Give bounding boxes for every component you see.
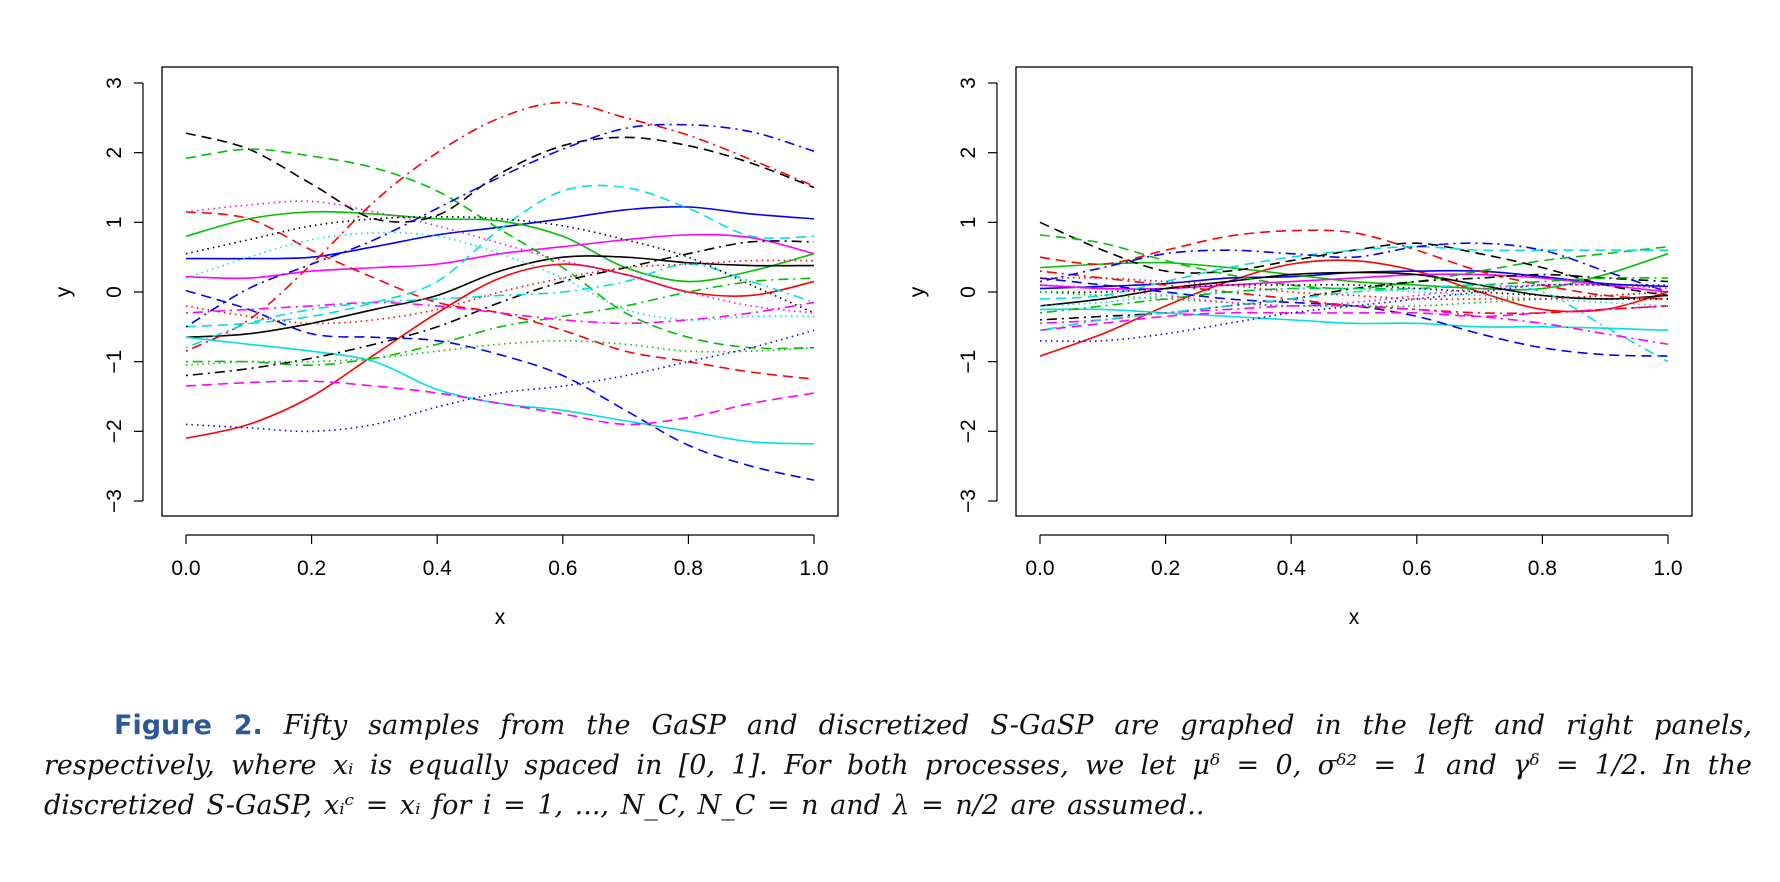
series-line-21 <box>1039 291 1669 307</box>
y-tick-label: −2 <box>957 419 980 443</box>
y-tick-label: −1 <box>957 350 980 374</box>
y-axis-label: y <box>906 286 929 297</box>
series-line-20 <box>185 329 815 433</box>
series-line-6 <box>1039 308 1669 332</box>
y-axis-label: y <box>52 286 75 297</box>
series-line-17 <box>1039 304 1669 346</box>
figure-label: Figure 2. <box>114 710 263 741</box>
y-tick-label: 2 <box>103 147 126 159</box>
x-tick-label: 0.4 <box>423 557 453 580</box>
x-axis-label: x <box>495 606 506 629</box>
y-tick-label: 0 <box>957 286 980 298</box>
series-line-19 <box>1039 283 1669 301</box>
x-tick-label: 1.0 <box>1653 557 1682 580</box>
series-line-24 <box>1039 277 1669 301</box>
y-tick-label: 3 <box>103 77 126 89</box>
series-line-10 <box>185 148 815 350</box>
series-line-23 <box>1039 287 1669 307</box>
x-tick-label: 0.6 <box>548 557 577 580</box>
series-line-18 <box>1039 284 1669 363</box>
series-line-9 <box>185 211 815 380</box>
y-tick-label: 2 <box>957 147 980 159</box>
series-line-21 <box>185 339 815 366</box>
x-tick-label: 0.0 <box>171 557 200 580</box>
x-tick-label: 0.2 <box>1151 557 1180 580</box>
series-line-12 <box>1039 245 1668 300</box>
series-line-18 <box>185 263 815 349</box>
x-tick-label: 0.0 <box>1025 557 1054 580</box>
series-line-19 <box>185 215 815 314</box>
x-tick-label: 0.2 <box>297 557 326 580</box>
series-line-22 <box>1039 283 1669 307</box>
y-tick-label: 3 <box>957 77 980 89</box>
y-tick-label: −3 <box>103 489 126 513</box>
caption-text: Fifty samples from the GaSP and discreti… <box>44 710 1752 821</box>
series-line-1 <box>185 263 815 440</box>
series-line-8 <box>185 132 815 223</box>
series-line-17 <box>185 301 815 325</box>
series-line-15 <box>1039 242 1669 293</box>
x-tick-label: 0.8 <box>1528 557 1557 580</box>
series-line-22 <box>185 200 815 314</box>
y-tick-label: 1 <box>957 216 980 228</box>
plot-frame <box>161 66 839 517</box>
y-tick-label: 1 <box>103 216 126 228</box>
figure-caption: Figure 2. Fifty samples from the GaSP an… <box>44 706 1752 826</box>
series-line-8 <box>1039 221 1669 297</box>
series-line-15 <box>185 123 815 328</box>
series-line-5 <box>185 255 815 339</box>
plot-panel-right: 0.0 0.2 0.4 0.6 0.8 1.0 x −3 −2 −1 0 1 2 3 y <box>906 66 1693 629</box>
series-line-14 <box>185 101 815 352</box>
series-line-12 <box>185 184 815 328</box>
plot-panel-left: 0.0 0.2 0.4 0.6 0.8 1.0 x −3 −2 −1 0 1 2 3 y <box>52 66 839 629</box>
x-tick-label: 1.0 <box>799 557 828 580</box>
series-line-16 <box>185 277 815 366</box>
y-tick-label: −1 <box>103 350 126 374</box>
series-line-3 <box>1039 252 1669 291</box>
x-tick-label: 0.6 <box>1402 557 1431 580</box>
series-line-23 <box>185 231 815 321</box>
y-tick-label: 0 <box>103 286 126 298</box>
series-group <box>185 101 815 481</box>
x-tick-label: 0.8 <box>674 557 703 580</box>
y-tick-label: −3 <box>957 489 980 513</box>
series-line-7 <box>185 289 815 481</box>
series-group <box>1039 221 1669 363</box>
x-tick-label: 0.4 <box>1277 557 1307 580</box>
series-line-3 <box>185 210 815 283</box>
plot-frame <box>1015 66 1693 517</box>
series-line-2 <box>185 206 815 260</box>
series-line-5 <box>1039 271 1669 307</box>
y-tick-label: −2 <box>103 419 126 443</box>
series-line-13 <box>185 240 815 377</box>
series-line-6 <box>185 336 815 445</box>
x-axis-label: x <box>1349 606 1360 629</box>
series-line-24 <box>185 259 815 325</box>
series-line-4 <box>185 233 815 280</box>
